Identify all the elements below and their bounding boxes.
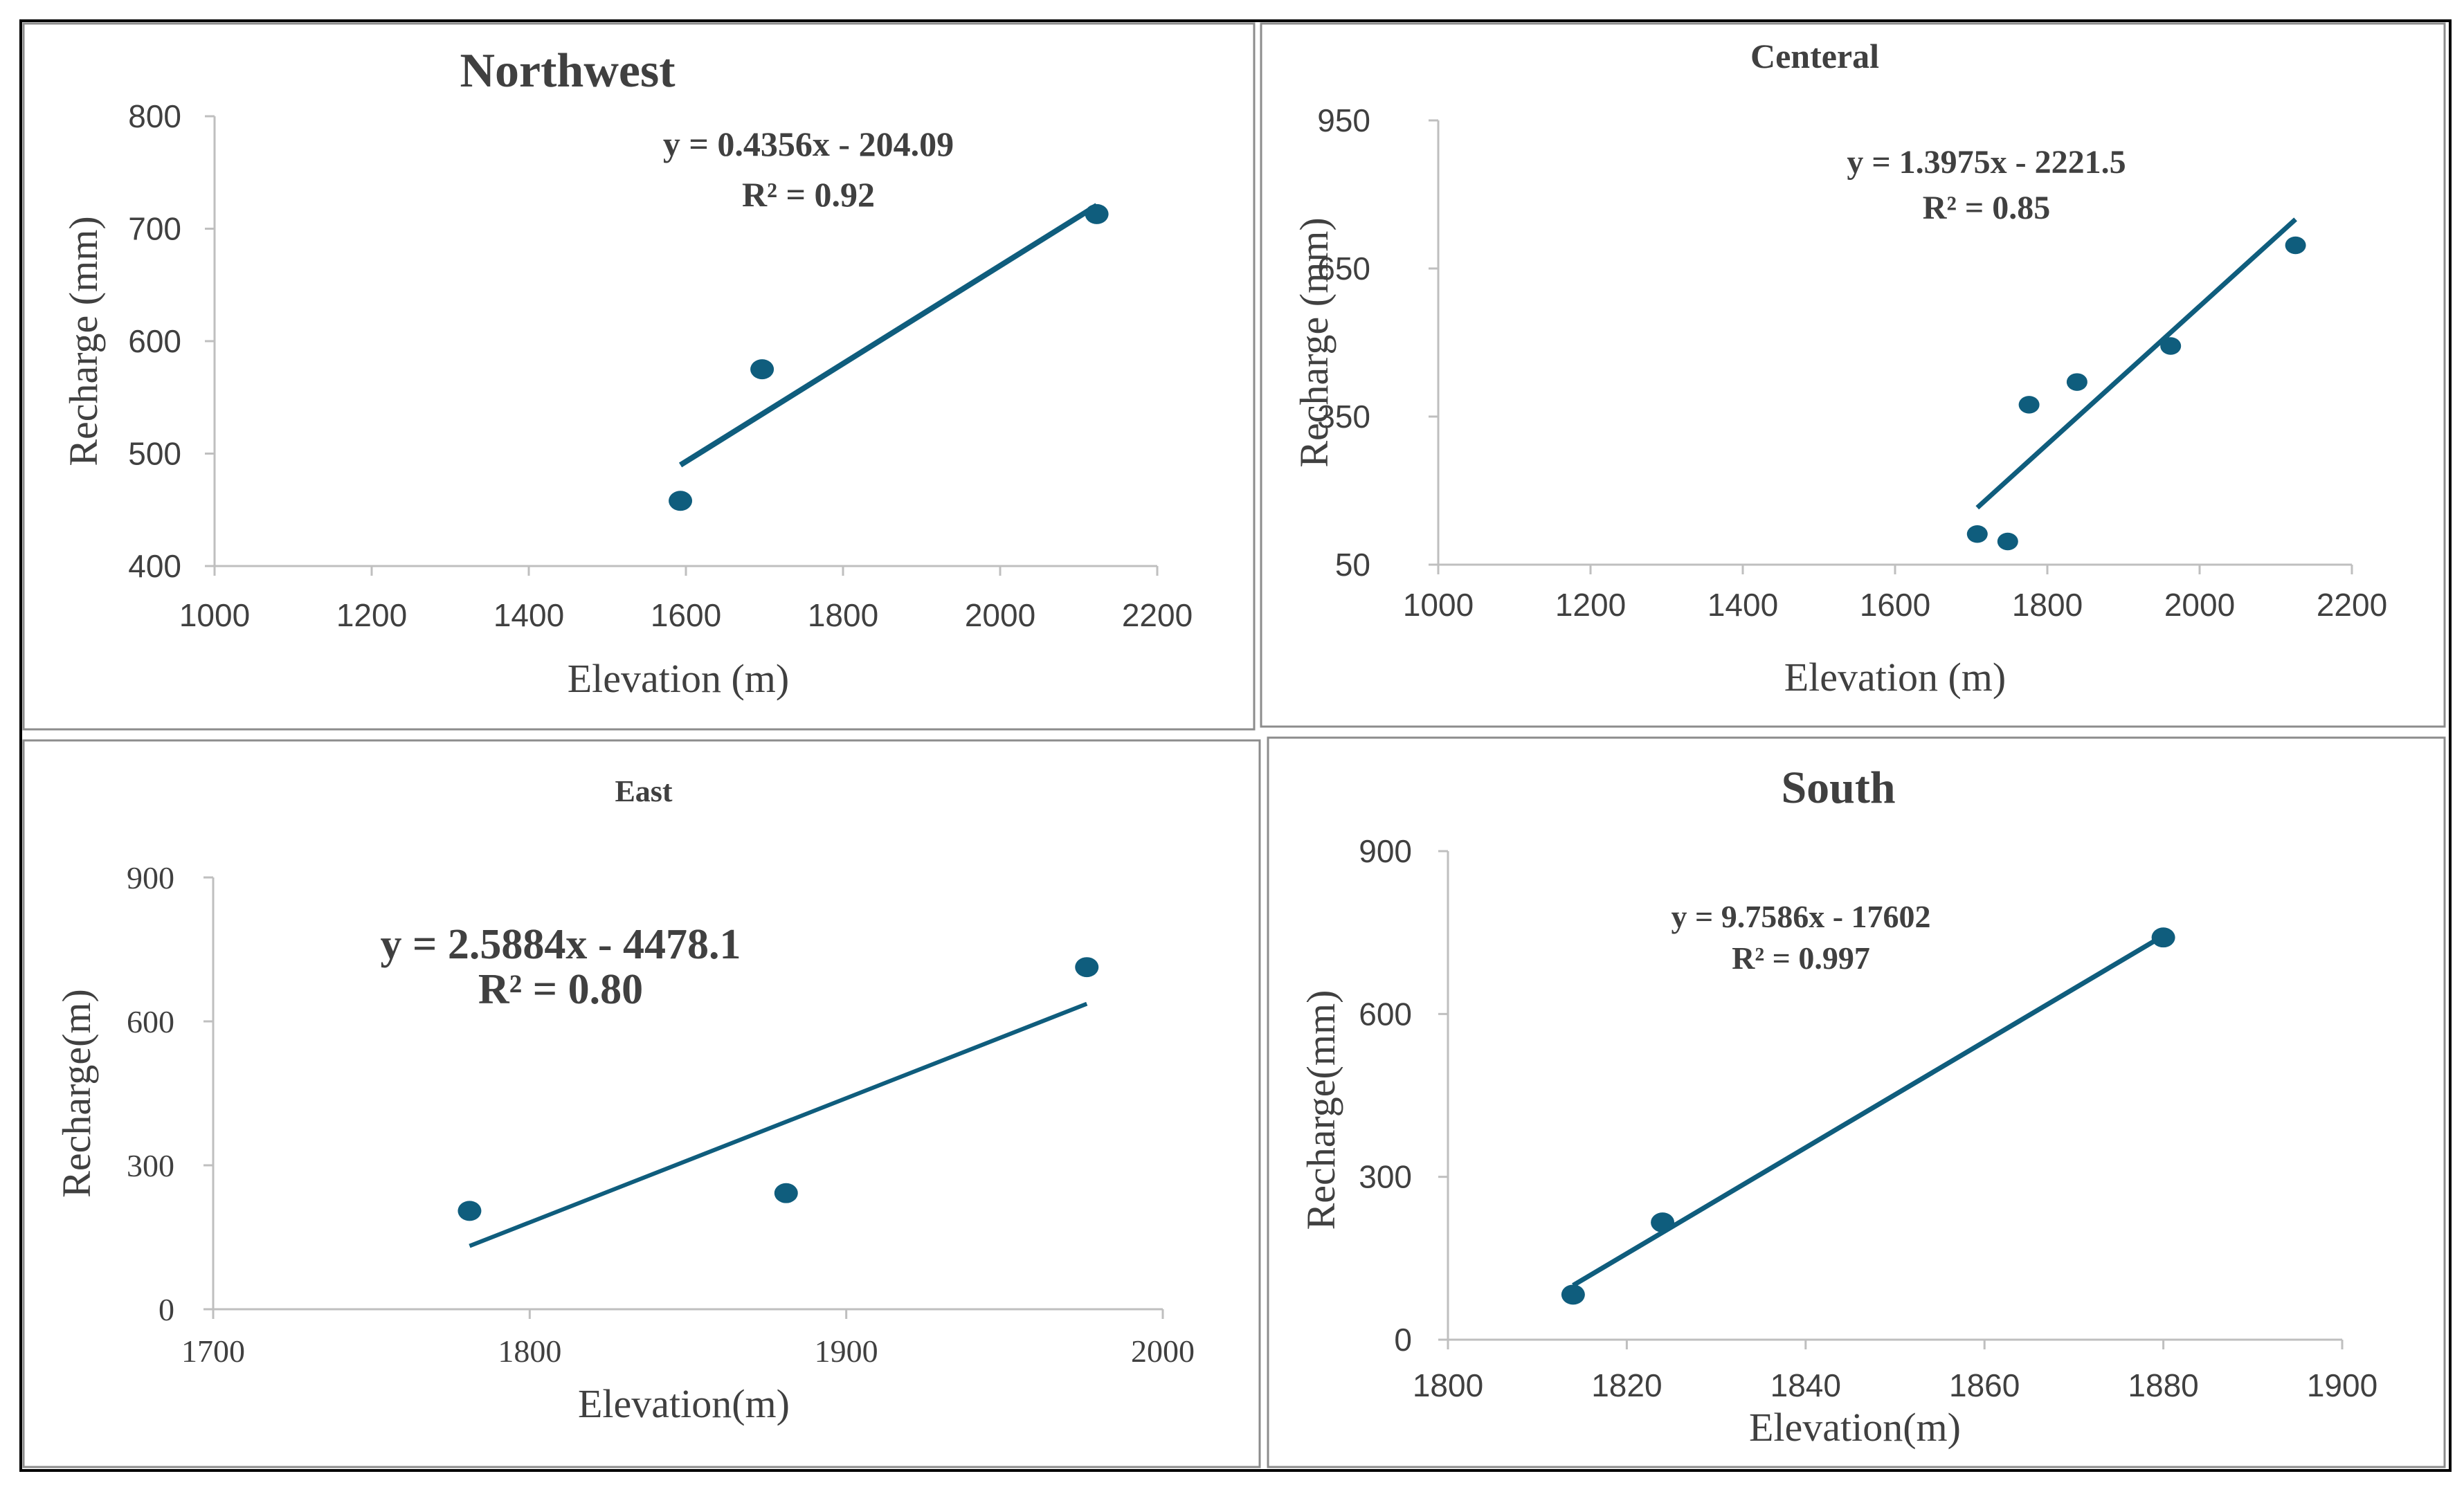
regression-equation: y = 2.5884x - 4478.1 bbox=[381, 921, 741, 968]
y-axis-label: Recharge (mm) bbox=[61, 216, 106, 466]
regression-equation: y = 0.4356x - 204.09 bbox=[663, 125, 954, 163]
data-point bbox=[1075, 957, 1099, 978]
data-point bbox=[2160, 337, 2182, 355]
y-tick-label: 600 bbox=[128, 323, 181, 359]
chart-central: Centeral 1000 1200 1400 1600 1800 2000 2200 50… bbox=[1292, 37, 2387, 700]
trendline bbox=[1572, 933, 2165, 1288]
x-axis-label: Elevation (m) bbox=[1784, 655, 2006, 700]
data-point bbox=[669, 491, 693, 511]
y-tick-label: 600 bbox=[1359, 996, 1412, 1032]
y-tick-label: 900 bbox=[1359, 833, 1412, 869]
y-tick-label: 950 bbox=[1317, 102, 1370, 138]
data-point bbox=[2151, 927, 2175, 948]
chart-northwest: Northwest 1000 1200 1400 1600 1800 2000 2200 4… bbox=[61, 44, 1193, 701]
x-tick-label: 1000 bbox=[179, 597, 250, 633]
chart-south: South 1800 1820 1840 1860 1880 1900 0 300 600 90… bbox=[1298, 763, 2377, 1450]
y-tick-label: 700 bbox=[128, 211, 181, 247]
trendline bbox=[1975, 217, 2297, 510]
x-axis-label: Elevation(m) bbox=[1749, 1405, 1961, 1450]
data-point bbox=[1997, 532, 2018, 551]
y-tick-label: 300 bbox=[127, 1148, 174, 1183]
y-tick-label: 650 bbox=[1317, 250, 1370, 286]
y-tick-label: 0 bbox=[1394, 1322, 1412, 1358]
x-tick-label: 1820 bbox=[1591, 1367, 1662, 1403]
y-tick-label: 50 bbox=[1335, 547, 1370, 583]
trendline bbox=[469, 1001, 1088, 1248]
y-axis-label: Recharge(mm) bbox=[1298, 990, 1343, 1230]
panel-border-south bbox=[1267, 736, 2446, 1468]
x-tick-label: 1800 bbox=[2012, 587, 2083, 623]
panel-border-northwest bbox=[22, 22, 1256, 731]
x-tick-label: 1800 bbox=[808, 597, 878, 633]
y-tick-label: 350 bbox=[1317, 399, 1370, 435]
r-squared: R² = 0.80 bbox=[478, 966, 643, 1013]
x-tick-label: 1800 bbox=[1413, 1367, 1483, 1403]
x-tick-label: 1840 bbox=[1770, 1367, 1841, 1403]
x-tick-label: 2000 bbox=[1131, 1333, 1195, 1369]
regression-equation: y = 1.3975x - 2221.5 bbox=[1847, 144, 2126, 181]
x-tick-label: 2000 bbox=[2164, 587, 2235, 623]
x-tick-label: 1900 bbox=[815, 1333, 878, 1369]
data-point bbox=[2285, 236, 2306, 255]
y-axis-label: Recharge (mm) bbox=[1292, 217, 1337, 467]
r-squared: R² = 0.997 bbox=[1732, 940, 1870, 976]
x-tick-label: 1400 bbox=[1707, 587, 1778, 623]
data-point bbox=[1085, 203, 1109, 224]
x-axis-label: Elevation(m) bbox=[578, 1381, 790, 1426]
x-axis-label: Elevation (m) bbox=[568, 656, 790, 701]
y-tick-label: 300 bbox=[1359, 1159, 1412, 1195]
x-tick-label: 1600 bbox=[1860, 587, 1930, 623]
figure-frame bbox=[19, 19, 2452, 1472]
y-tick-label: 400 bbox=[128, 548, 181, 584]
chart-title: Northwest bbox=[460, 44, 675, 98]
x-tick-label: 2200 bbox=[2317, 587, 2387, 623]
x-tick-label: 1400 bbox=[493, 597, 564, 633]
x-tick-label: 1700 bbox=[181, 1333, 245, 1369]
y-axis-label: Recharge(m) bbox=[54, 989, 99, 1198]
chart-east: East 1700 1800 1900 2000 0 300 600 900 Elevati… bbox=[54, 774, 1195, 1426]
data-point bbox=[1561, 1284, 1585, 1305]
data-point bbox=[750, 359, 774, 380]
chart-title: South bbox=[1781, 763, 1895, 813]
x-tick-label: 2200 bbox=[1122, 597, 1193, 633]
data-point bbox=[774, 1183, 798, 1203]
data-point bbox=[458, 1201, 482, 1221]
data-point bbox=[1966, 525, 1988, 543]
x-tick-label: 1000 bbox=[1403, 587, 1474, 623]
y-tick-label: 600 bbox=[127, 1004, 174, 1039]
y-tick-label: 0 bbox=[158, 1292, 174, 1327]
y-tick-label: 500 bbox=[128, 436, 181, 472]
x-tick-label: 1800 bbox=[498, 1333, 561, 1369]
data-point bbox=[2066, 373, 2087, 391]
data-point bbox=[2018, 396, 2040, 414]
chart-title: Centeral bbox=[1750, 37, 1879, 75]
y-tick-label: 900 bbox=[127, 860, 174, 895]
x-tick-label: 1860 bbox=[1949, 1367, 2020, 1403]
x-tick-label: 1900 bbox=[2307, 1367, 2377, 1403]
panel-border-east bbox=[22, 739, 1261, 1468]
r-squared: R² = 0.85 bbox=[1923, 190, 2050, 226]
x-tick-label: 1600 bbox=[651, 597, 721, 633]
x-tick-label: 2000 bbox=[965, 597, 1035, 633]
data-point bbox=[1651, 1212, 1675, 1233]
panel-border-central bbox=[1260, 22, 2446, 728]
chart-title: East bbox=[615, 774, 672, 808]
y-tick-label: 800 bbox=[128, 98, 181, 134]
x-tick-label: 1200 bbox=[336, 597, 407, 633]
x-tick-label: 1200 bbox=[1555, 587, 1626, 623]
x-tick-label: 1880 bbox=[2128, 1367, 2198, 1403]
trendline bbox=[678, 203, 1098, 468]
regression-equation: y = 9.7586x - 17602 bbox=[1671, 899, 1930, 934]
r-squared: R² = 0.92 bbox=[742, 175, 875, 214]
